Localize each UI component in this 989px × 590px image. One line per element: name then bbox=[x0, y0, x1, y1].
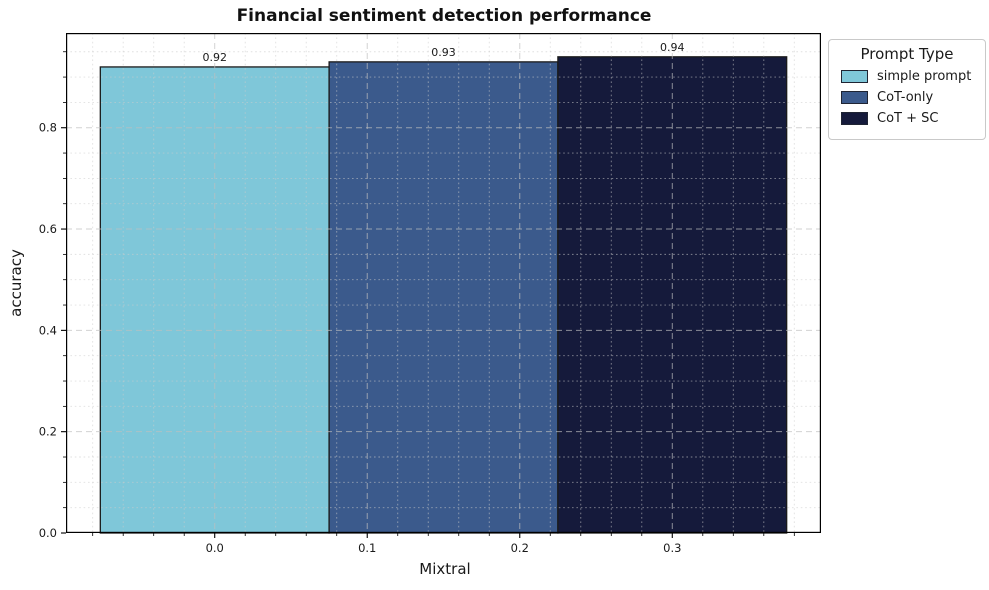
bar-value-label: 0.93 bbox=[431, 46, 456, 59]
bar bbox=[328, 61, 559, 534]
plot-border bbox=[66, 33, 821, 533]
y-axis-label: accuracy bbox=[7, 249, 25, 317]
legend-item: simple prompt bbox=[841, 69, 975, 84]
legend-swatch-cot-sc bbox=[841, 112, 868, 125]
legend-swatch-simple-prompt bbox=[841, 70, 868, 83]
x-tick-label: 0.0 bbox=[206, 541, 224, 555]
y-tick-label: 0.8 bbox=[39, 121, 57, 135]
y-tick-label: 0.0 bbox=[39, 526, 57, 540]
x-axis-label: Mixtral bbox=[419, 560, 471, 578]
legend-item: CoT + SC bbox=[841, 111, 975, 126]
y-tick-label: 0.2 bbox=[39, 425, 57, 439]
bar-value-label: 0.94 bbox=[660, 41, 685, 54]
legend: Prompt Type simple prompt CoT-only CoT +… bbox=[828, 39, 986, 140]
chart-title: Financial sentiment detection performanc… bbox=[236, 6, 652, 26]
plot-area: 0.0 0.1 0.2 0.3 0.0 0.2 0.4 0.6 0.8 0.92 0.93 0.94 bbox=[39, 33, 821, 555]
y-tick-label: 0.6 bbox=[39, 222, 57, 236]
y-tick-label: 0.4 bbox=[39, 323, 57, 337]
legend-title: Prompt Type bbox=[860, 45, 954, 63]
x-tick-label: 0.2 bbox=[511, 541, 529, 555]
legend-label: CoT + SC bbox=[877, 111, 939, 126]
legend-label: CoT-only bbox=[877, 90, 934, 105]
legend-swatch-cot-only bbox=[841, 91, 868, 104]
x-tick-label: 0.1 bbox=[358, 541, 376, 555]
bar-value-label: 0.92 bbox=[202, 51, 227, 64]
legend-label: simple prompt bbox=[877, 69, 972, 84]
legend-item: CoT-only bbox=[841, 90, 975, 105]
x-tick-label: 0.3 bbox=[663, 541, 681, 555]
